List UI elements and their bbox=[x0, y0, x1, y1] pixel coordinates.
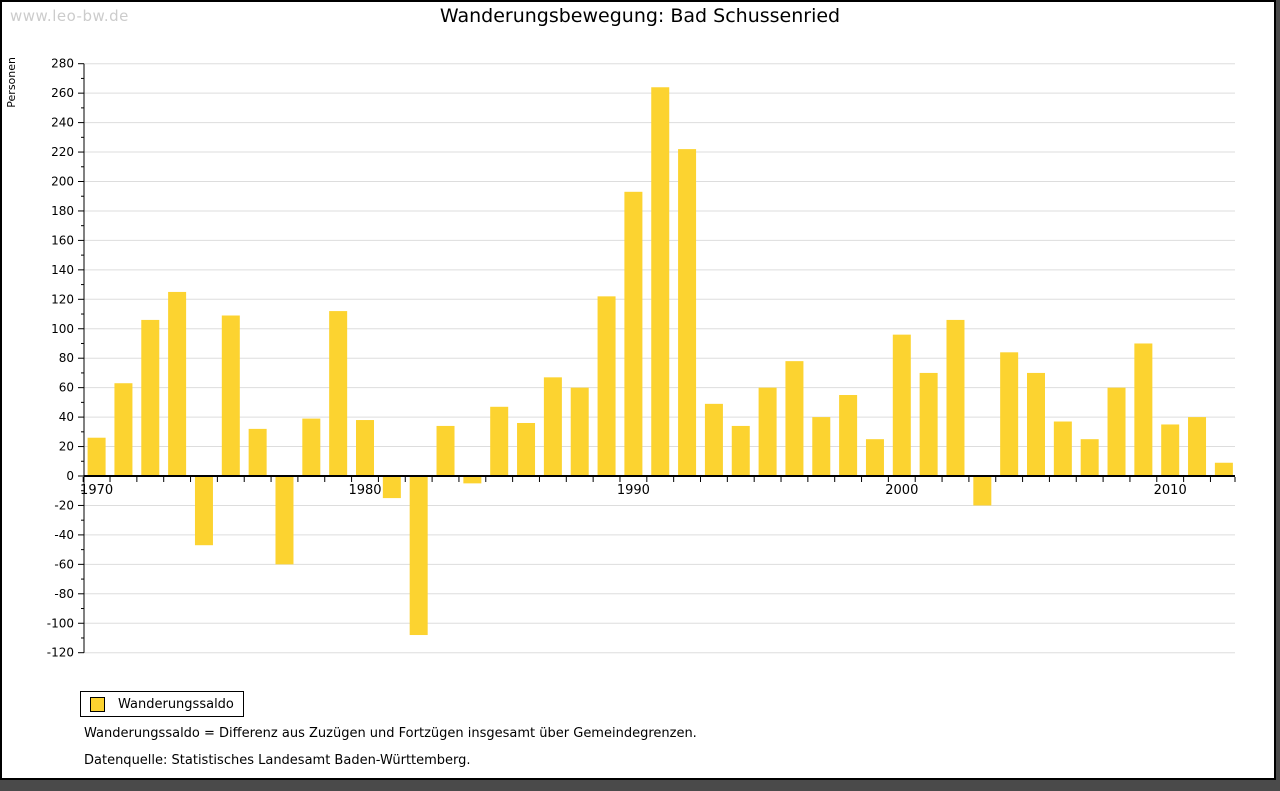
bar-2012 bbox=[1214, 462, 1233, 476]
bar-1987 bbox=[543, 377, 562, 476]
y-tick-label: 0 bbox=[66, 469, 74, 483]
x-tick-label: 1970 bbox=[80, 483, 113, 498]
bar-2009 bbox=[1134, 343, 1153, 476]
y-tick-label: 140 bbox=[51, 263, 74, 277]
bar-1979 bbox=[329, 311, 348, 476]
y-tick-label: 280 bbox=[51, 57, 74, 71]
bar-1974 bbox=[194, 476, 213, 546]
y-tick-label: 80 bbox=[59, 351, 74, 365]
bar-2004 bbox=[1000, 352, 1019, 476]
bar-1997 bbox=[812, 417, 831, 476]
bar-1971 bbox=[114, 383, 133, 476]
bar-2005 bbox=[1027, 372, 1045, 476]
y-tick-label: 260 bbox=[51, 86, 74, 100]
bar-1981 bbox=[382, 476, 401, 499]
x-tick-label: 2010 bbox=[1154, 483, 1187, 498]
bar-1990 bbox=[624, 191, 643, 476]
footnote-source: Datenquelle: Statistisches Landesamt Bad… bbox=[84, 753, 471, 768]
bar-2008 bbox=[1107, 387, 1126, 476]
y-tick-label: -100 bbox=[47, 616, 74, 630]
x-tick-label: 1990 bbox=[617, 483, 650, 498]
bar-1984 bbox=[463, 476, 482, 484]
legend: Wanderungssaldo bbox=[80, 691, 244, 717]
y-tick-label: 120 bbox=[51, 292, 74, 306]
bar-1996 bbox=[785, 361, 804, 476]
y-tick-label: -20 bbox=[54, 498, 74, 512]
bar-1973 bbox=[168, 291, 187, 476]
bar-2001 bbox=[919, 372, 938, 476]
page-title: Wanderungsbewegung: Bad Schussenried bbox=[439, 5, 841, 27]
bar-1991 bbox=[651, 87, 670, 476]
x-tick-label: 2000 bbox=[885, 483, 918, 498]
bar-1999 bbox=[865, 439, 884, 476]
bar-1993 bbox=[704, 403, 723, 476]
bar-2006 bbox=[1053, 421, 1072, 476]
y-tick-label: 60 bbox=[59, 381, 74, 395]
bar-1986 bbox=[517, 422, 536, 476]
bar-1983 bbox=[436, 425, 455, 476]
y-tick-label: -80 bbox=[54, 587, 74, 601]
bar-2010 bbox=[1161, 424, 1180, 476]
bar-1977 bbox=[275, 476, 294, 565]
y-tick-label: 20 bbox=[59, 440, 74, 454]
bar-2011 bbox=[1188, 417, 1207, 476]
y-tick-label: 100 bbox=[51, 322, 74, 336]
y-tick-label: 200 bbox=[51, 175, 74, 189]
y-tick-label: -60 bbox=[54, 557, 74, 571]
y-tick-label: -120 bbox=[47, 646, 74, 660]
bar-1992 bbox=[678, 149, 697, 477]
bar-2003 bbox=[973, 476, 992, 506]
bar-1982 bbox=[409, 476, 428, 636]
y-tick-label: 220 bbox=[51, 145, 74, 159]
y-tick-label: 240 bbox=[51, 116, 74, 130]
bar-2002 bbox=[946, 319, 965, 476]
y-tick-label: 180 bbox=[51, 204, 74, 218]
bar-chart: -120 -100 -80 -60 -40 -20 0 20 40 60 80 100 120 140 16… bbox=[47, 57, 1236, 660]
y-tick-label: 40 bbox=[59, 410, 74, 424]
bar-1972 bbox=[141, 319, 160, 476]
bar-1989 bbox=[597, 296, 616, 476]
bar-1988 bbox=[570, 387, 589, 476]
legend-label: Wanderungssaldo bbox=[118, 696, 234, 712]
bar-1995 bbox=[758, 387, 777, 476]
legend-swatch-icon bbox=[90, 696, 105, 712]
y-tick-label: -40 bbox=[54, 528, 74, 542]
bar-1998 bbox=[839, 395, 858, 476]
bar-1978 bbox=[302, 418, 321, 476]
bar-2007 bbox=[1080, 439, 1099, 476]
bar-1980 bbox=[356, 420, 374, 476]
y-tick-label: 160 bbox=[51, 233, 74, 247]
x-tick-label: 1980 bbox=[348, 483, 381, 498]
bar-1994 bbox=[731, 425, 750, 476]
bar-1976 bbox=[248, 428, 267, 476]
bar-2000 bbox=[892, 334, 911, 476]
bar-1975 bbox=[221, 315, 240, 476]
bar-1985 bbox=[490, 406, 509, 476]
watermark: www.leo-bw.de bbox=[10, 7, 129, 25]
bar-1970 bbox=[87, 437, 106, 476]
footnote-definition: Wanderungssaldo = Differenz aus Zuzügen … bbox=[84, 726, 697, 741]
